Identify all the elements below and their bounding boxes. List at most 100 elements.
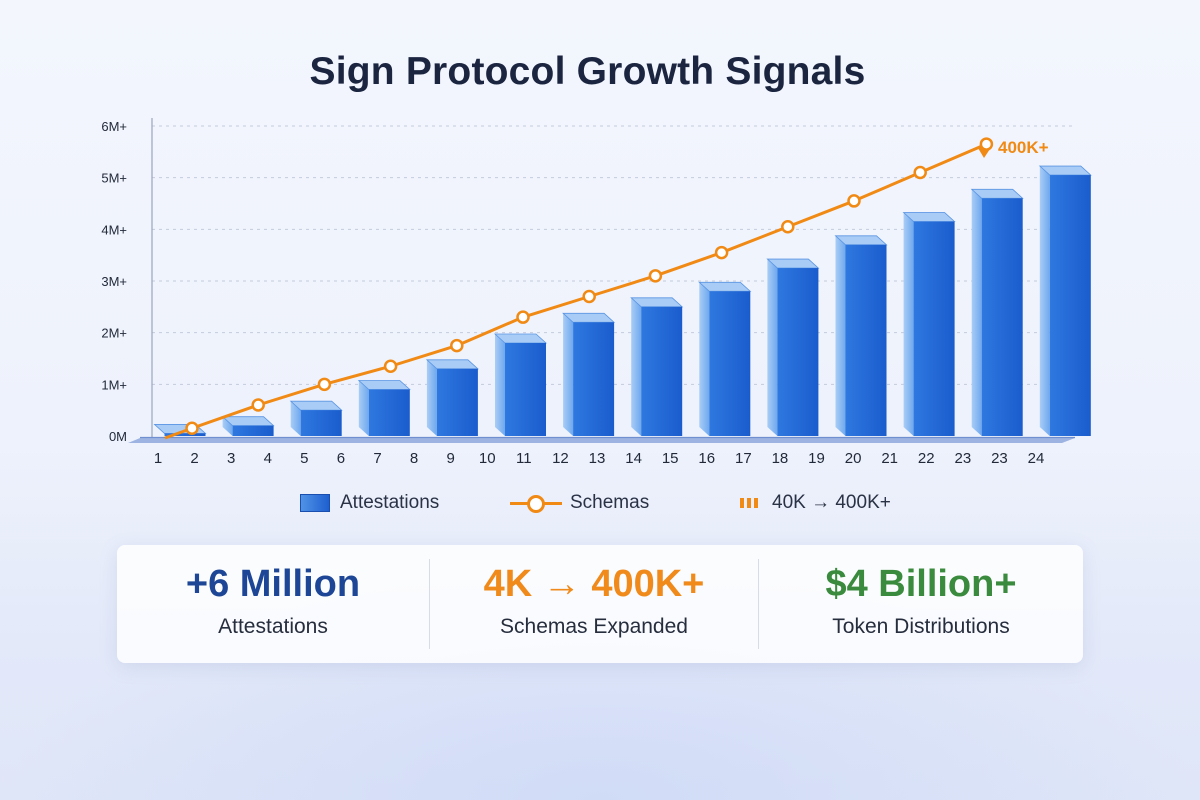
stat-value-tokens: $4 Billion+ — [825, 563, 1017, 605]
stats-panel: +6 Million Attestations 4K → 400K+ Schem… — [117, 545, 1083, 663]
y-tick-label: 4M+ — [101, 222, 127, 237]
bar-side — [222, 416, 233, 436]
legend-label-schemas: Schemas — [570, 492, 650, 513]
schemas-point — [913, 165, 927, 180]
schemas-point — [847, 194, 861, 208]
attestation-bar — [425, 359, 479, 436]
y-tick-label: 0M — [109, 429, 127, 444]
x-tick-label: 3 — [227, 450, 235, 467]
x-tick-label: 7 — [373, 450, 381, 467]
attestation-bar — [493, 333, 548, 436]
x-tick-label: 9 — [446, 450, 454, 467]
bar-front — [505, 343, 546, 436]
schemas-point — [450, 338, 464, 353]
schemas-point — [383, 359, 398, 373]
x-tick-label: 23 — [954, 450, 971, 467]
schemas-point — [648, 269, 663, 283]
attestation-bar — [698, 281, 752, 436]
legend-label-range: 40K → 400K+ — [772, 492, 891, 513]
x-tick-label: 19 — [808, 450, 825, 467]
bar-side — [767, 259, 778, 436]
x-tick-label: 20 — [845, 450, 862, 467]
schemas-point — [317, 377, 332, 392]
bar-side — [495, 334, 505, 436]
bar-front — [436, 368, 478, 436]
x-tick-label: 24 — [1028, 450, 1045, 467]
attestations-swatch — [300, 494, 330, 512]
bar-front — [641, 306, 683, 436]
stat-schemas: 4K → 400K+ Schemas Expanded — [430, 545, 758, 663]
bar-front — [573, 322, 615, 436]
bar-side — [699, 282, 710, 436]
x-tick-label: 17 — [735, 450, 752, 467]
stat-label-attestations: Attestations — [218, 615, 328, 638]
attestation-bar — [834, 235, 888, 436]
attestation-bar — [221, 416, 275, 436]
x-tick-label: 23 — [991, 450, 1008, 467]
y-tick-label: 5M+ — [101, 171, 127, 186]
legend-item-range: 40K → 400K+ — [740, 490, 891, 516]
x-tick-label: 8 — [410, 450, 418, 467]
attestations-bars — [153, 165, 1092, 437]
stat-value-attestations: +6 Million — [185, 563, 361, 605]
legend: Attestations Schemas 40K → 400K+ — [0, 490, 1200, 516]
stat-value-schemas: 4K → 400K+ — [483, 563, 705, 605]
bar-front — [709, 291, 751, 436]
y-tick-label: 1M+ — [101, 377, 127, 392]
bar-front — [913, 221, 955, 436]
attestation-bar — [1038, 165, 1092, 437]
bar-side — [835, 235, 846, 436]
bar-side — [563, 313, 574, 436]
x-tick-label: 1 — [154, 450, 162, 467]
legend-label-attestations: Attestations — [340, 492, 440, 513]
schemas-point — [185, 421, 199, 435]
x-tick-label: 11 — [516, 450, 532, 467]
bar-side — [358, 380, 369, 436]
bar-side — [426, 359, 437, 436]
schemas-point — [516, 310, 530, 324]
y-tick-label: 3M+ — [101, 274, 127, 289]
bar-front — [300, 410, 342, 436]
attestation-bar — [630, 297, 684, 436]
x-tick-label: 13 — [589, 450, 606, 467]
schemas-point — [781, 220, 795, 234]
bar-front — [845, 244, 887, 436]
bar-side — [1039, 166, 1050, 437]
bar-front — [1049, 175, 1091, 437]
schemas-swatch — [510, 495, 562, 513]
stat-attestations: +6 Million Attestations — [117, 545, 429, 663]
x-tick-label: 18 — [772, 450, 789, 467]
schemas-point — [582, 289, 596, 304]
bar-side — [631, 297, 642, 436]
x-tick-label: 21 — [881, 450, 898, 467]
schemas-point — [979, 137, 994, 151]
x-tick-label: 4 — [264, 450, 272, 467]
attestation-bar — [902, 212, 956, 436]
legend-item-schemas: Schemas — [510, 490, 649, 516]
stat-label-tokens: Token Distributions — [832, 615, 1010, 638]
dash-swatch — [740, 498, 758, 508]
x-tick-label: 5 — [300, 450, 308, 467]
attestation-bar — [357, 380, 411, 436]
floor-edge — [128, 438, 1075, 443]
chart-title: Sign Protocol Growth Signals — [309, 50, 866, 93]
x-tick-label: 6 — [337, 450, 345, 467]
bar-front — [164, 433, 206, 436]
attestation-bar — [970, 188, 1024, 436]
axes — [128, 118, 1075, 443]
x-tick-label: 14 — [625, 450, 642, 467]
schemas-line: 400K+ — [164, 137, 1049, 440]
bar-front — [777, 268, 819, 436]
x-tick-label: 2 — [190, 450, 198, 467]
attestation-bar — [289, 400, 343, 436]
schemas-end-label: 400K+ — [998, 138, 1049, 157]
y-tick-label: 2M+ — [101, 326, 127, 341]
bar-front — [232, 425, 274, 436]
attestation-bar — [766, 258, 820, 436]
bar-side — [971, 189, 982, 436]
bar-side — [290, 401, 301, 436]
bar-side — [903, 212, 914, 436]
stat-divider — [758, 559, 759, 649]
